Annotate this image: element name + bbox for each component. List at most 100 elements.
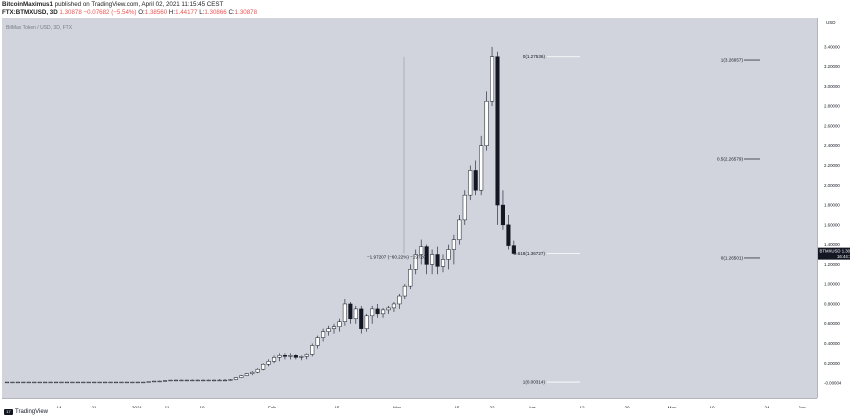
candle [337, 318, 342, 332]
candle [359, 305, 364, 334]
publisher-line: BitcoinMaximus1 published on TradingView… [2, 1, 223, 8]
candle-body [353, 308, 358, 320]
chart-plot-area[interactable]: BitMax Token / USD, 3D, FTX −1.97207 (−6… [2, 18, 817, 398]
candle-body [157, 380, 162, 383]
price-axis-svg[interactable]: USD -0.00004 0.20000 0.40000 0.60000 0.80000… [818, 18, 850, 398]
candle [272, 355, 277, 364]
candle-body [402, 285, 407, 297]
candle [239, 375, 244, 379]
candle-body [108, 381, 113, 384]
candle-body [304, 354, 309, 357]
candle [413, 249, 418, 275]
candle [342, 299, 347, 326]
candle-body [103, 381, 108, 384]
price-axis[interactable]: USD -0.00004 0.20000 0.40000 0.60000 0.80000… [817, 18, 850, 398]
candle-body [408, 269, 413, 287]
candle-body [21, 381, 26, 384]
candle [244, 373, 249, 377]
candle-body [37, 381, 42, 384]
candle-body [179, 379, 184, 382]
footer: 17 TradingView [2, 408, 850, 420]
candle [113, 381, 119, 384]
candle [190, 379, 195, 382]
close-label: C: [228, 9, 235, 16]
low-label: L: [199, 9, 205, 16]
publisher-name[interactable]: BitcoinMaximus1 [2, 1, 53, 8]
candlestick-chart[interactable]: BitMax Token / USD, 3D, FTX −1.97207 (−6… [2, 18, 817, 398]
price-tag: BTMXUSD 1.3087816:44:19 [818, 247, 850, 260]
candle [277, 353, 282, 362]
candle [119, 381, 124, 384]
candle-body [391, 303, 396, 309]
tradingview-logo-text: TradingView [15, 409, 49, 415]
price-change: 1.30878 −0.07682 (−5.54%) [59, 9, 137, 16]
candle-layer [4, 46, 516, 384]
chart-title: BitMax Token / USD, 3D, FTX [6, 25, 73, 31]
candle-body [484, 100, 489, 146]
candle-body [244, 373, 249, 376]
candle-body [288, 355, 293, 357]
candle-body [446, 249, 451, 260]
candle-body [97, 381, 102, 384]
candle [375, 303, 380, 318]
candle [462, 190, 467, 225]
y-tick-label: 1.80000 [824, 203, 840, 208]
candle-body [201, 379, 206, 382]
candle-body [430, 254, 435, 265]
candle [424, 244, 429, 275]
candle [70, 381, 75, 384]
candle-body [468, 170, 473, 196]
candle-body [163, 380, 168, 382]
candle [92, 381, 97, 384]
candle [261, 363, 266, 371]
candle-body [277, 355, 282, 358]
candle [266, 359, 271, 367]
candle [506, 214, 511, 250]
tradingview-logo[interactable]: 17 TradingView [4, 409, 48, 415]
candle-body [506, 224, 511, 246]
price-tag-bg [818, 247, 850, 260]
candle [130, 381, 135, 384]
candle [32, 381, 37, 384]
candle [54, 381, 59, 384]
candle [86, 381, 91, 384]
candle-body [342, 303, 347, 322]
projection-level-label: 0.5(2.26579) [717, 156, 744, 161]
candle-body [43, 381, 48, 384]
candle-body [359, 308, 364, 329]
candle [255, 368, 260, 374]
candle [484, 91, 489, 151]
candle-body [222, 379, 228, 382]
candle-body [321, 331, 326, 338]
candle [468, 165, 473, 201]
candle-body [451, 239, 456, 250]
candle-body [124, 381, 129, 384]
candle [152, 380, 157, 383]
close-value: 1.30878 [234, 9, 258, 16]
candle [168, 379, 173, 382]
projection-level-label: 0(1.26501) [721, 255, 744, 260]
candle-body [190, 379, 195, 382]
y-tick-label: 3.40000 [824, 44, 840, 49]
candle-body [299, 356, 304, 358]
candle-body [195, 379, 200, 382]
symbol-label: FTX:BTMXUSD, 3D [2, 9, 58, 16]
candle [435, 246, 440, 275]
candle [386, 305, 391, 314]
y-tick-label: -0.00004 [824, 381, 842, 386]
candle [473, 160, 478, 196]
candle [173, 379, 178, 382]
candle [179, 379, 184, 382]
candle [10, 381, 15, 384]
y-tick-label: 1.60000 [824, 222, 840, 227]
candle-body [15, 381, 20, 384]
candle [326, 325, 331, 336]
candle-body [424, 246, 429, 265]
candle-body [315, 337, 320, 346]
candle [370, 305, 375, 324]
measure-label: −1.97207 (−60.22%) −19720 [367, 255, 426, 260]
candle-body [261, 364, 266, 370]
candle [457, 214, 462, 245]
candle [195, 379, 200, 382]
candle [48, 381, 53, 384]
